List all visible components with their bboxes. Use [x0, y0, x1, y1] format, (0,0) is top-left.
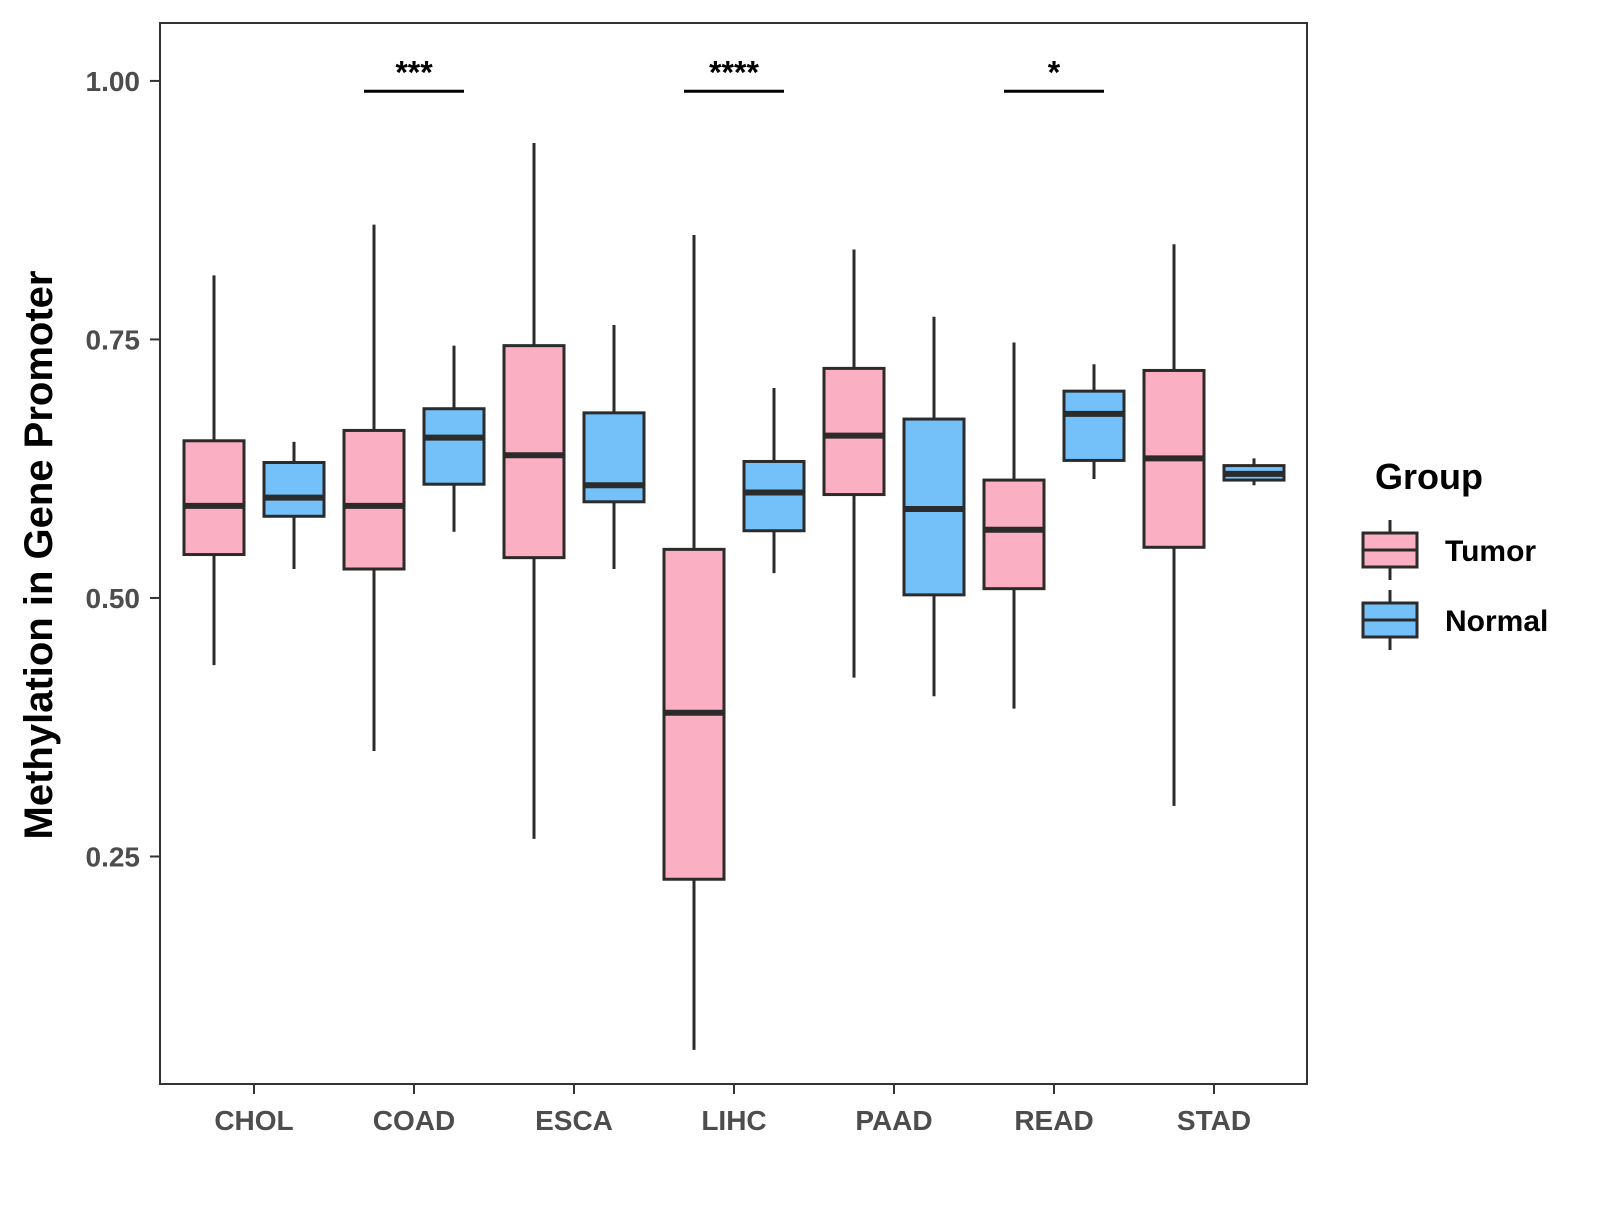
y-axis: 0.25 0.50 0.75 1.00	[86, 66, 160, 872]
box-iqr	[582, 411, 646, 504]
box-normal-esca	[582, 324, 646, 570]
box-iqr	[822, 366, 886, 497]
box-tumor-paad	[822, 249, 886, 678]
box-iqr	[1062, 389, 1126, 462]
box-iqr	[982, 478, 1046, 591]
box-tumor-lihc	[662, 234, 726, 1050]
annotation-layer: *** **** *	[364, 54, 1104, 93]
box-iqr	[182, 439, 246, 557]
legend-title: Group	[1375, 456, 1483, 497]
significance-label-read: *	[1048, 54, 1061, 90]
y-tick-label: 0.25	[86, 841, 141, 872]
y-tick-label: 1.00	[86, 66, 141, 97]
y-tick-label: 0.75	[86, 324, 141, 355]
box-tumor-chol	[182, 275, 246, 666]
box-tumor-read	[982, 342, 1046, 709]
box-iqr	[262, 460, 326, 518]
significance-label-lihc: ****	[709, 54, 759, 90]
x-tick-label-coad: COAD	[373, 1105, 455, 1136]
box-normal-stad	[1222, 458, 1286, 486]
box-normal-read	[1062, 364, 1126, 480]
legend-label-tumor: Tumor	[1445, 535, 1536, 568]
plot-background	[160, 23, 1307, 1084]
legend: Group Tumor Normal	[1361, 456, 1548, 650]
box-tumor-coad	[342, 224, 406, 752]
legend-label-normal: Normal	[1445, 605, 1548, 638]
x-axis: CHOL COAD ESCA LIHC PAAD READ STAD	[214, 1084, 1251, 1136]
box-tumor-stad	[1142, 244, 1206, 806]
box-normal-paad	[902, 316, 966, 697]
legend-item-normal: Normal	[1361, 590, 1548, 650]
x-tick-label-lihc: LIHC	[701, 1105, 766, 1136]
box-normal-lihc	[742, 388, 806, 574]
box-tumor-esca	[502, 142, 566, 839]
box-iqr	[742, 459, 806, 533]
box-iqr	[422, 407, 486, 486]
box-iqr	[502, 344, 566, 560]
box-iqr	[342, 428, 406, 571]
x-tick-label-esca: ESCA	[535, 1105, 613, 1136]
y-axis-title: Methylation in Gene Promoter	[17, 271, 61, 840]
legend-item-tumor: Tumor	[1361, 520, 1536, 580]
x-tick-label-stad: STAD	[1177, 1105, 1251, 1136]
significance-label-coad: ***	[395, 54, 433, 90]
x-tick-label-chol: CHOL	[214, 1105, 293, 1136]
box-normal-coad	[422, 345, 486, 532]
x-tick-label-read: READ	[1014, 1105, 1093, 1136]
x-tick-label-paad: PAAD	[855, 1105, 932, 1136]
y-tick-label: 0.50	[86, 583, 141, 614]
box-normal-chol	[262, 441, 326, 570]
box-layer	[182, 142, 1286, 1050]
